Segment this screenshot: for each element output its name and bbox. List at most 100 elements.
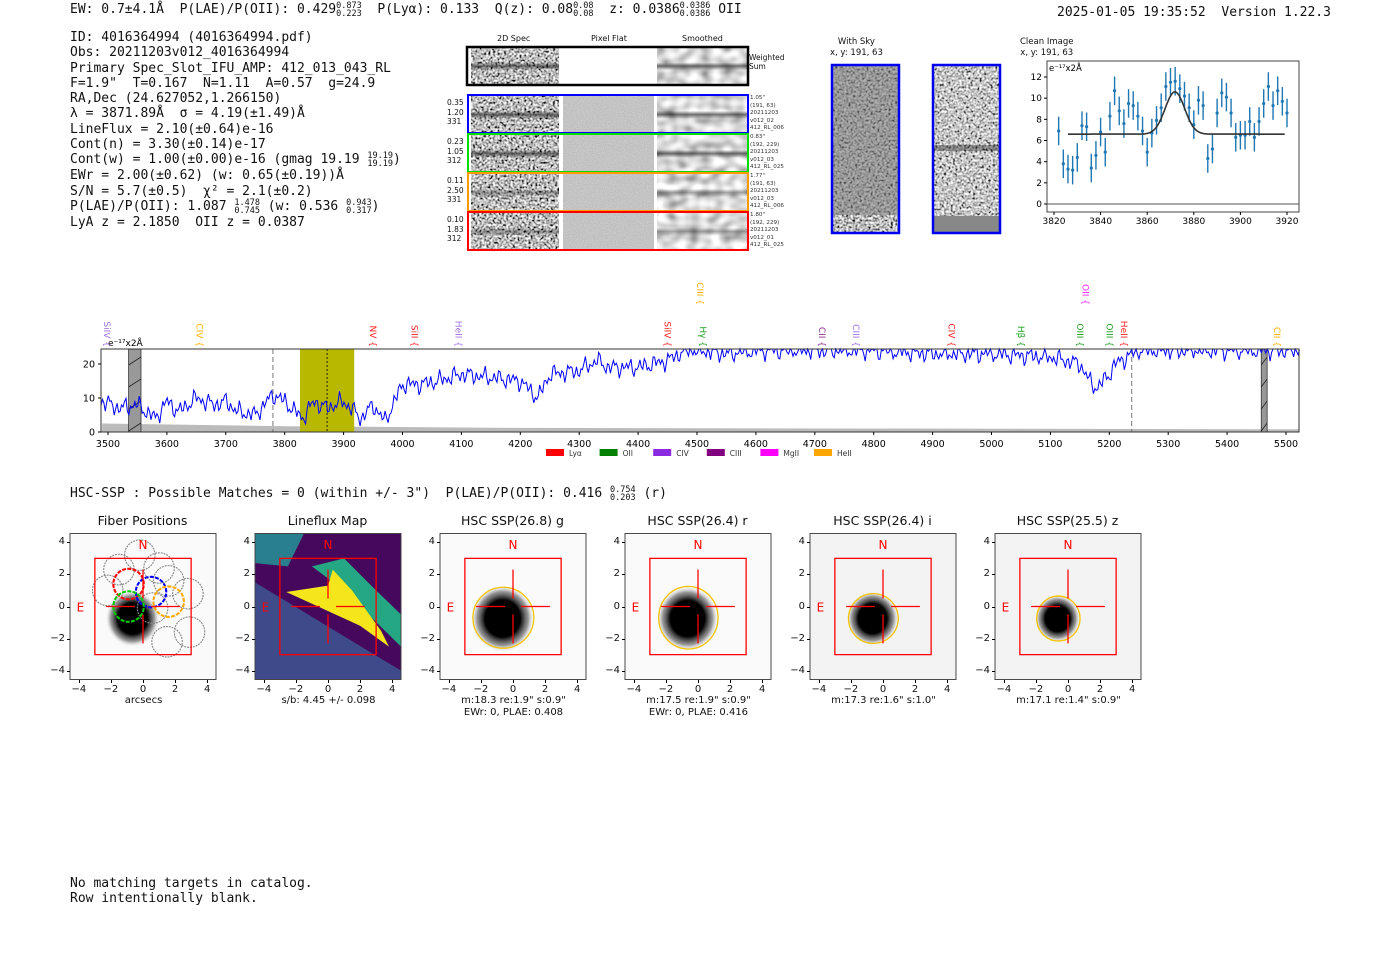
galaxy-blob [846, 591, 899, 646]
line-label: CIV { [193, 323, 203, 347]
info-radec: RA,Dec (24.627052,1.266150) [70, 91, 282, 107]
data-point [1285, 111, 1289, 115]
y-tick-label: 0 [1036, 200, 1042, 210]
y-tick-label: −4 [235, 664, 250, 676]
line-label: SiII { [408, 325, 418, 347]
with-sky-label: With Sky x, y: 191, 63 [830, 37, 883, 58]
y-tick [622, 670, 625, 672]
info-ewr: EWr = 2.00(±0.62) (w: 0.65(±0.19))Å [70, 168, 344, 184]
line-label: Hγ { [697, 326, 707, 347]
y-tick-label: 10 [83, 393, 95, 404]
x-tick-label: 4500 [685, 439, 709, 450]
compass-east: E [77, 600, 85, 614]
x-tick [143, 680, 144, 683]
plae-upper: 1.478 [234, 197, 260, 208]
selected-fiber-circle [112, 567, 145, 601]
x-tick-label: 2 [356, 684, 364, 695]
timestamp-version: 2025-01-05 19:35:52 Version 1.22.3 [1057, 5, 1331, 20]
line-label: CIII { [850, 324, 860, 347]
panel-title: HSC SSP(26.4) i [833, 513, 932, 528]
version: Version 1.22.3 [1221, 5, 1331, 20]
x-tick-label: 3840 [1089, 217, 1112, 227]
panel-image-fibers: NE [69, 533, 217, 680]
line-label: OII { [1080, 284, 1090, 305]
data-point [1187, 106, 1191, 110]
y-tick-label: 4 [243, 536, 250, 548]
x-tick-label: 4 [943, 684, 951, 695]
data-point [1057, 129, 1061, 133]
compass-east: E [262, 600, 270, 614]
y-tick [622, 606, 625, 608]
y-tick [437, 670, 440, 672]
y-tick-label: 10 [1031, 94, 1043, 104]
x-tick-label: −4 [256, 684, 272, 695]
x-tick [698, 680, 699, 683]
y-tick [807, 542, 810, 544]
y-tick-label: 4 [58, 536, 65, 548]
panel-title: HSC SSP(26.8) g [461, 513, 564, 528]
summary-header: EW: 0.7±4.1Å P(LAE)/P(OII): 0.429 0.873 0.… [70, 1, 742, 19]
x-tick [1132, 680, 1134, 683]
x-tick [947, 680, 949, 683]
compass-east: E [632, 600, 640, 614]
hatch-line [1260, 356, 1268, 366]
qz-range: 0.08 0.08 [573, 2, 593, 19]
y-tick [992, 574, 995, 576]
y-tick-label: 0 [89, 428, 95, 439]
panel-title: Fiber Positions [97, 513, 188, 528]
hatch-line [128, 422, 142, 432]
x-tick-label: 3820 [1043, 217, 1066, 227]
fiber-weight-labels: 0.35 1.20 331 [447, 98, 464, 126]
data-point [1112, 89, 1117, 93]
x-tick-label: 0 [1064, 684, 1072, 695]
x-tick [207, 680, 209, 683]
y-tick [622, 574, 625, 576]
x-tick [915, 680, 917, 683]
data-point [1248, 119, 1252, 124]
data-point [1140, 129, 1145, 133]
x-tick-label: 5100 [1038, 439, 1062, 450]
y-tick [622, 542, 625, 544]
plot-background [101, 349, 1299, 432]
trace-band [471, 213, 559, 250]
fiber-info-labels: 1.05" (191, 63) 20211203 v012_02 412_RL_… [750, 95, 784, 132]
x-tick-label: 2 [171, 684, 179, 695]
data-point [1201, 103, 1205, 108]
data-point [1224, 95, 1229, 99]
x-tick-label: −2 [288, 684, 304, 695]
plae-range: 1.478 0.745 [234, 197, 260, 216]
fiber-circle [151, 625, 183, 658]
x-tick-label: −2 [473, 684, 489, 695]
aperture-ellipse [1036, 595, 1081, 642]
z-upper: 0.0386 [679, 1, 711, 11]
info-id: ID: 4016364994 (4016364994.pdf) [70, 30, 313, 45]
x-tick-label: 3700 [214, 439, 238, 450]
y-tick [807, 670, 810, 672]
hsc-matches-text: HSC-SSP : Possible Matches = 0 (within +… [70, 486, 603, 501]
data-point [1173, 79, 1177, 83]
info-lambda: λ = 3871.89Å σ = 4.19(±1.49)Å [70, 106, 305, 122]
ew-value: EW: 0.7±4.1Å [70, 2, 164, 17]
y-tick [252, 606, 255, 608]
gmag-lower: 19.19 [367, 159, 394, 170]
x-tick [110, 680, 112, 683]
y-tick [67, 638, 70, 640]
y-tick [807, 638, 810, 640]
y-unit-label: e⁻¹⁷x2Å [1049, 62, 1082, 74]
hatch-line [1260, 400, 1268, 410]
y-tick-label: 2 [798, 568, 805, 580]
hatch-line [128, 400, 142, 410]
panel-content [809, 533, 957, 680]
info-plae: P(LAE)/P(OII): 1.087 1.478 0.745 (w: 0.53… [70, 197, 401, 216]
line-label: OIII { [1074, 323, 1084, 347]
info-cont-n: Cont(n) = 3.30(±0.14)e-17 [70, 137, 266, 153]
panel-caption: m:17.3 re:1.6" s:1.0" [831, 695, 936, 706]
panel-image-lineflux: NE [254, 533, 402, 680]
x-tick-label: 4 [573, 684, 581, 695]
hsc-plae-upper: 0.754 [610, 485, 636, 495]
y-tick-label: 20 [83, 359, 95, 370]
compass-north: N [139, 538, 148, 552]
y-tick [252, 670, 255, 672]
catalog-note: No matching targets in catalog. Row inten… [70, 876, 313, 907]
col-2d-spec: 2D Spec [497, 34, 531, 43]
